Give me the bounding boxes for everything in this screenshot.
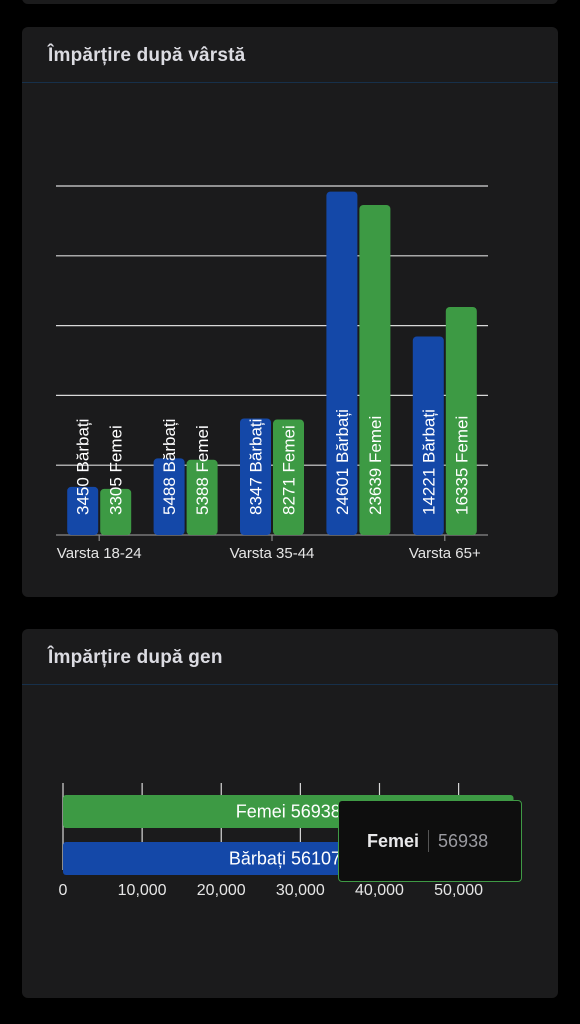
- x-tick-label: 10,000: [118, 882, 167, 899]
- bar-male: [67, 486, 99, 535]
- bar-data-label: 24601 Bărbați: [333, 409, 352, 515]
- bar-female: [445, 306, 477, 535]
- bar-data-label: Femei 56938: [236, 802, 341, 822]
- chart-tooltip: Femei 56938: [338, 800, 522, 882]
- tooltip-series-name: Femei: [367, 830, 420, 851]
- bar-male: [412, 336, 444, 535]
- bar-data-label: 8347 Bărbați: [247, 419, 266, 515]
- bar-data-label: 14221 Bărbați: [419, 409, 438, 515]
- x-tick-label: 30,000: [276, 882, 325, 899]
- bar-data-label: 23639 Femei: [366, 416, 385, 515]
- bar-male: [240, 418, 271, 535]
- age-split-title: Împărțire după vârstă: [48, 45, 246, 66]
- bar-female: [100, 488, 132, 535]
- card-divider: [22, 82, 558, 83]
- bar-data-label: 8271 Femei: [280, 425, 299, 515]
- bar-male: [153, 458, 185, 535]
- gender-split-card: Împărțire după gen 0 10,000 20,000 30,000 40…: [22, 629, 558, 998]
- x-tick-label: 20,000: [197, 882, 246, 899]
- age-split-card: Împărțire după vârstă Varsta 18-24 3450 B…: [22, 27, 558, 597]
- bar-female: [359, 204, 391, 535]
- bar-data-label: Bărbați 56107: [229, 849, 341, 869]
- card-divider: [22, 684, 558, 685]
- x-tick-label: 0: [59, 882, 68, 899]
- bar-data-label: 3305 Femei: [107, 425, 126, 515]
- bar-male: [326, 191, 358, 535]
- age-bar-chart: Varsta 18-24 3450 Bărbați 3305 Femei 5488 B…: [56, 185, 488, 562]
- x-tick-label: Varsta 35-44: [230, 545, 315, 562]
- bar-data-label: 16335 Femei: [452, 416, 471, 515]
- x-tick-label: 50,000: [434, 882, 483, 899]
- x-tick-label: 40,000: [355, 882, 404, 899]
- bar-female: [273, 419, 304, 535]
- bar-data-label: 5488 Bărbați: [160, 419, 179, 515]
- tooltip-separator: [428, 830, 430, 852]
- bar-female: [186, 459, 218, 535]
- tooltip-value: 56938: [438, 830, 489, 851]
- bar-data-label: 5388 Femei: [193, 425, 212, 515]
- x-tick-label: Varsta 18-24: [57, 545, 142, 562]
- previous-card: [22, 0, 558, 4]
- gender-split-title: Împărțire după gen: [48, 647, 223, 668]
- x-tick-label: Varsta 65+: [409, 545, 481, 562]
- bar-data-label: 3450 Bărbați: [74, 419, 93, 515]
